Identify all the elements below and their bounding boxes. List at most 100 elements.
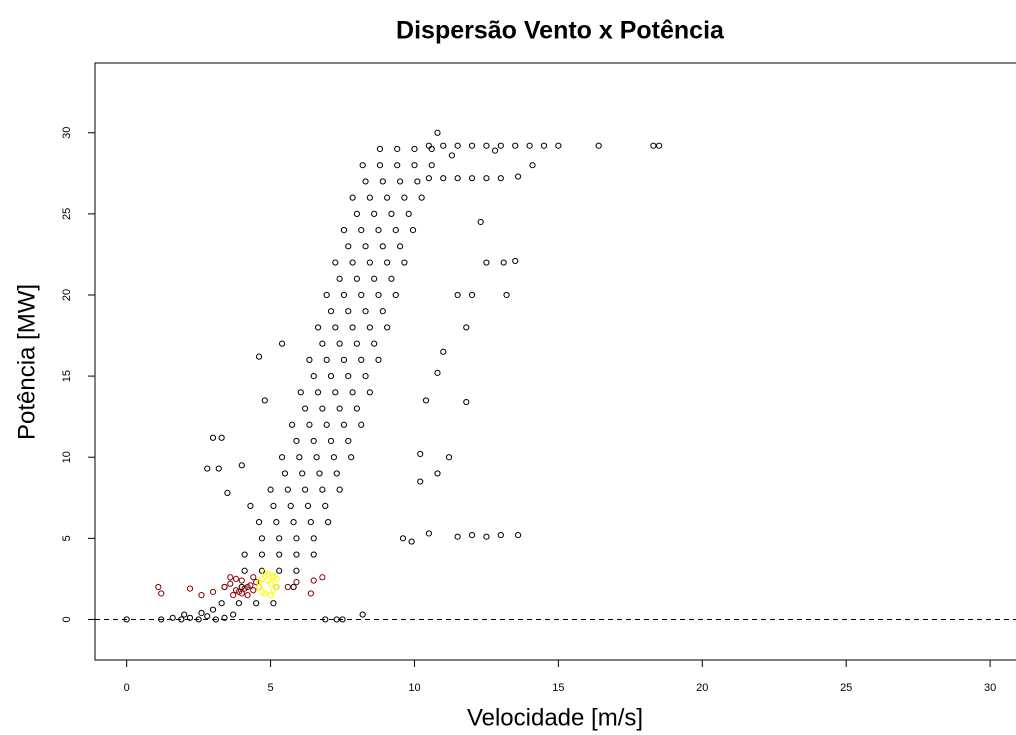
point bbox=[348, 454, 355, 461]
point bbox=[323, 421, 330, 428]
point bbox=[209, 606, 217, 613]
point bbox=[656, 142, 663, 149]
point bbox=[371, 340, 378, 347]
point bbox=[428, 145, 435, 153]
point bbox=[290, 583, 297, 591]
point bbox=[512, 142, 519, 149]
point bbox=[362, 308, 369, 315]
point bbox=[411, 162, 418, 169]
point bbox=[310, 373, 317, 380]
point bbox=[238, 590, 245, 597]
point bbox=[319, 405, 326, 412]
point bbox=[310, 551, 317, 558]
point bbox=[314, 324, 322, 331]
point bbox=[353, 210, 361, 217]
point bbox=[238, 462, 245, 469]
point bbox=[362, 178, 369, 185]
point bbox=[401, 194, 408, 201]
point bbox=[327, 308, 335, 315]
point bbox=[261, 569, 268, 576]
point bbox=[316, 470, 323, 477]
point bbox=[215, 465, 222, 472]
point bbox=[241, 551, 248, 558]
point bbox=[261, 397, 268, 404]
point bbox=[375, 291, 382, 299]
point bbox=[425, 530, 432, 537]
point bbox=[411, 145, 418, 153]
point bbox=[307, 519, 314, 526]
point bbox=[353, 340, 361, 347]
point bbox=[276, 567, 283, 574]
x-tick-label: 10 bbox=[408, 682, 420, 694]
point bbox=[327, 373, 335, 380]
x-tick-label: 25 bbox=[840, 682, 852, 694]
point bbox=[650, 142, 657, 149]
y-tick-label: 20 bbox=[61, 289, 73, 301]
point bbox=[270, 502, 277, 509]
point bbox=[258, 551, 266, 558]
point bbox=[293, 551, 300, 558]
point bbox=[454, 175, 461, 182]
point bbox=[384, 259, 391, 266]
point bbox=[270, 587, 277, 594]
point bbox=[366, 259, 373, 266]
point bbox=[483, 175, 490, 182]
point bbox=[526, 142, 533, 149]
point bbox=[340, 291, 348, 299]
point bbox=[227, 574, 234, 581]
point bbox=[371, 275, 378, 282]
point bbox=[204, 465, 211, 472]
point bbox=[379, 178, 386, 185]
point bbox=[267, 486, 274, 493]
point bbox=[514, 531, 522, 539]
point bbox=[379, 243, 386, 250]
point bbox=[349, 194, 356, 201]
point bbox=[284, 486, 291, 493]
point bbox=[169, 614, 176, 621]
point bbox=[310, 437, 317, 445]
point bbox=[310, 577, 317, 584]
point bbox=[323, 291, 330, 299]
point bbox=[396, 178, 404, 185]
point bbox=[302, 405, 309, 412]
point bbox=[322, 502, 329, 509]
point bbox=[304, 502, 312, 509]
point bbox=[273, 519, 280, 526]
point bbox=[454, 142, 461, 149]
point bbox=[323, 356, 330, 363]
point bbox=[375, 356, 382, 363]
point bbox=[241, 585, 248, 592]
point bbox=[264, 577, 271, 584]
point bbox=[209, 434, 217, 441]
point bbox=[297, 389, 304, 396]
y-tick-label: 25 bbox=[61, 208, 73, 220]
point bbox=[221, 583, 228, 591]
point bbox=[293, 437, 300, 445]
point bbox=[293, 579, 300, 586]
point bbox=[371, 210, 378, 217]
point bbox=[258, 588, 266, 595]
point bbox=[221, 614, 228, 621]
point bbox=[253, 600, 260, 607]
point bbox=[497, 142, 504, 149]
point bbox=[422, 397, 430, 404]
point bbox=[247, 582, 254, 589]
point bbox=[468, 291, 476, 299]
point bbox=[250, 587, 257, 594]
point bbox=[209, 588, 217, 595]
point bbox=[376, 145, 384, 153]
y-tick-label: 30 bbox=[61, 127, 73, 139]
point bbox=[540, 142, 548, 149]
point bbox=[181, 611, 188, 618]
point bbox=[500, 259, 507, 266]
point bbox=[247, 502, 254, 509]
point bbox=[366, 389, 373, 396]
point bbox=[340, 421, 348, 428]
point bbox=[376, 162, 384, 169]
point bbox=[276, 535, 283, 542]
point bbox=[332, 389, 339, 396]
point bbox=[336, 405, 343, 412]
point bbox=[394, 145, 401, 153]
point bbox=[267, 580, 274, 587]
point bbox=[349, 324, 356, 331]
